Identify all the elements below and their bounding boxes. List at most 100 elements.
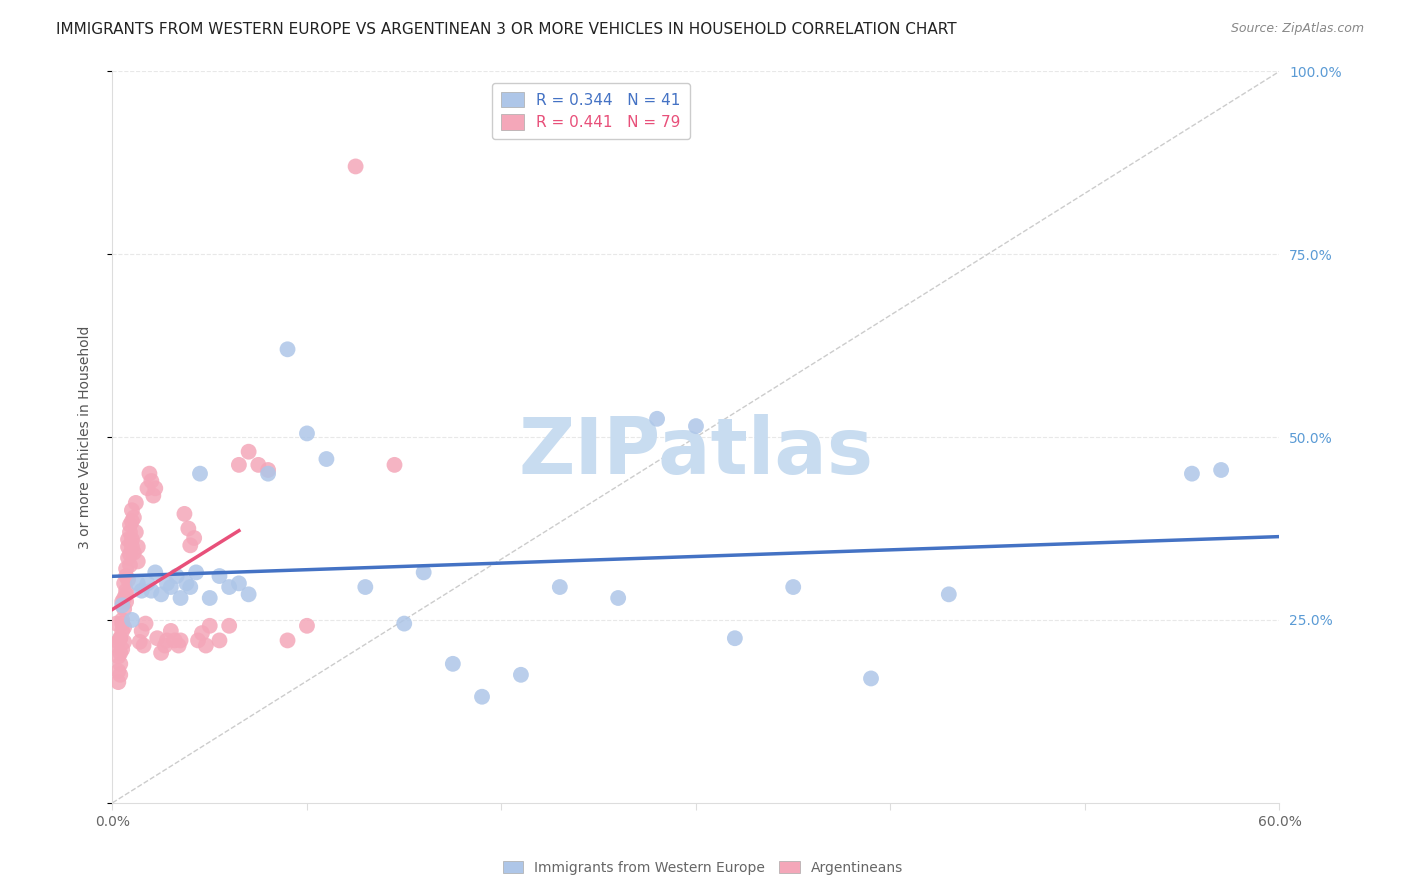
Point <box>471 690 494 704</box>
Point <box>115 583 138 598</box>
Point <box>191 626 214 640</box>
Point <box>122 546 145 560</box>
Point <box>160 624 183 638</box>
Point <box>105 616 128 631</box>
Point <box>257 463 280 477</box>
Point <box>110 646 132 660</box>
Legend: R = 0.344   N = 41, R = 0.441   N = 79: R = 0.344 N = 41, R = 0.441 N = 79 <box>492 83 690 139</box>
Point <box>127 576 149 591</box>
Point <box>110 632 132 646</box>
Point <box>111 594 134 608</box>
Point <box>238 587 260 601</box>
Point <box>295 619 318 633</box>
Point <box>115 562 138 576</box>
Point <box>136 481 159 495</box>
Point <box>111 642 134 657</box>
Text: IMMIGRANTS FROM WESTERN EUROPE VS ARGENTINEAN 3 OR MORE VEHICLES IN HOUSEHOLD CO: IMMIGRANTS FROM WESTERN EUROPE VS ARGENT… <box>56 22 957 37</box>
Point <box>121 613 143 627</box>
Point <box>276 633 298 648</box>
Point <box>173 507 195 521</box>
Point <box>344 160 367 174</box>
Point <box>111 616 134 631</box>
Point <box>112 591 135 605</box>
Point <box>645 412 668 426</box>
Point <box>141 583 163 598</box>
Point <box>112 635 135 649</box>
Point <box>110 632 132 646</box>
Point <box>198 619 221 633</box>
Point <box>110 657 132 671</box>
Point <box>143 481 166 495</box>
Point <box>112 576 135 591</box>
Point <box>247 458 270 472</box>
Point <box>125 525 148 540</box>
Point <box>187 633 209 648</box>
Point <box>160 580 183 594</box>
Point <box>141 474 163 488</box>
Point <box>167 639 190 653</box>
Point <box>131 624 153 638</box>
Point <box>125 496 148 510</box>
Point <box>136 576 159 591</box>
Point <box>218 580 240 594</box>
Point <box>156 576 179 591</box>
Point <box>394 616 416 631</box>
Point <box>441 657 464 671</box>
Point <box>184 566 207 580</box>
Point <box>132 639 155 653</box>
Point <box>295 426 318 441</box>
Point <box>607 591 630 605</box>
Point <box>860 672 883 686</box>
Point <box>112 602 135 616</box>
Point <box>117 540 139 554</box>
Point <box>118 517 141 532</box>
Point <box>107 675 129 690</box>
Point <box>118 525 141 540</box>
Point <box>150 646 173 660</box>
Point <box>177 521 200 535</box>
Point <box>257 467 280 481</box>
Point <box>117 550 139 565</box>
Point <box>163 633 186 648</box>
Point <box>238 444 260 458</box>
Point <box>107 664 129 678</box>
Point <box>509 667 531 681</box>
Point <box>169 591 191 605</box>
Point <box>111 624 134 638</box>
Y-axis label: 3 or more Vehicles in Household: 3 or more Vehicles in Household <box>77 326 91 549</box>
Point <box>107 649 129 664</box>
Point <box>118 558 141 573</box>
Point <box>135 616 157 631</box>
Point <box>127 554 149 568</box>
Point <box>138 467 160 481</box>
Point <box>131 583 153 598</box>
Point <box>118 547 141 561</box>
Point <box>111 613 134 627</box>
Point <box>150 587 173 601</box>
Point <box>724 632 747 646</box>
Point <box>179 580 201 594</box>
Point <box>128 635 150 649</box>
Point <box>228 458 250 472</box>
Point <box>111 599 134 613</box>
Point <box>121 533 143 547</box>
Point <box>156 633 179 648</box>
Text: Source: ZipAtlas.com: Source: ZipAtlas.com <box>1230 22 1364 36</box>
Point <box>117 573 139 587</box>
Point <box>115 587 138 601</box>
Point <box>179 538 201 552</box>
Point <box>142 489 165 503</box>
Point <box>315 452 337 467</box>
Point <box>110 667 132 681</box>
Point <box>153 639 176 653</box>
Point <box>166 569 188 583</box>
Point <box>176 576 198 591</box>
Point <box>188 467 211 481</box>
Point <box>228 576 250 591</box>
Point <box>354 580 377 594</box>
Point <box>105 639 128 653</box>
Point <box>117 533 139 547</box>
Point <box>685 419 707 434</box>
Legend: Immigrants from Western Europe, Argentineans: Immigrants from Western Europe, Argentin… <box>496 855 910 880</box>
Point <box>208 633 231 648</box>
